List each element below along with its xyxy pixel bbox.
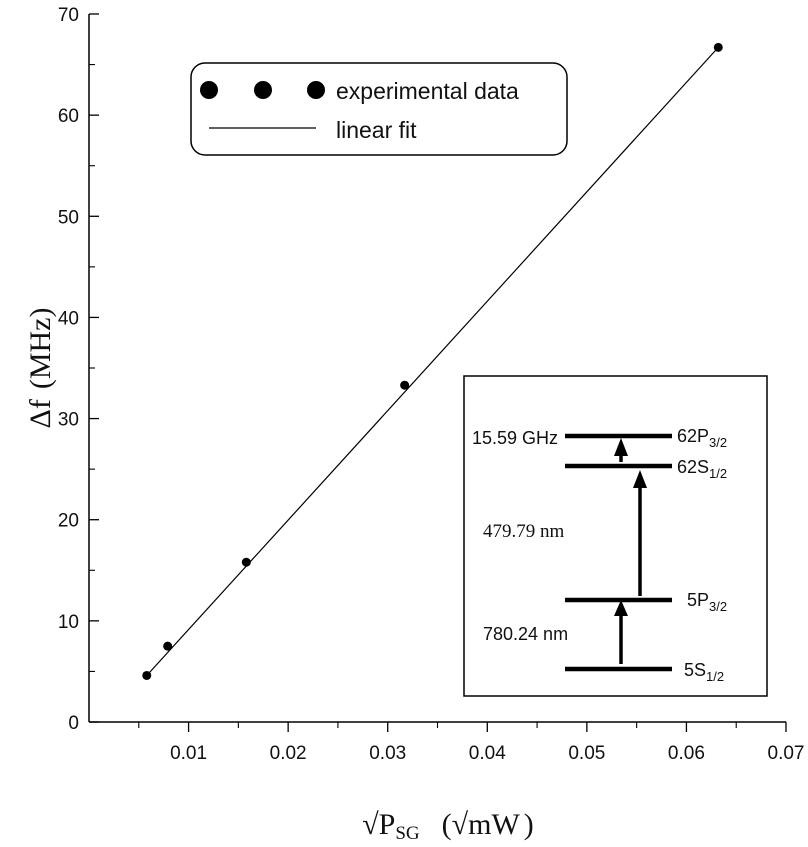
energy-level-inset: 62P3/2 62S1/2 5P3/2 5S1/2 15.59 GHz 479.… xyxy=(464,376,767,696)
data-point xyxy=(242,558,251,567)
data-point xyxy=(142,671,151,680)
y-axis-title: Δf(MHz) xyxy=(24,308,57,429)
x-tick-label: 0.03 xyxy=(369,743,406,764)
y-tick-label: 70 xyxy=(58,5,79,26)
data-point xyxy=(400,381,409,390)
y-tick-label: 0 xyxy=(68,713,79,734)
x-tick-label: 0.04 xyxy=(469,743,506,764)
data-point xyxy=(163,642,172,651)
x-tick-label: 0.01 xyxy=(170,743,207,764)
label-479-79-nm: 479.79 nm xyxy=(483,521,565,542)
x-tick-label: 0.06 xyxy=(668,743,705,764)
y-tick-label: 50 xyxy=(58,207,79,228)
y-tick-label: 10 xyxy=(58,612,79,633)
legend-label-experimental: experimental data xyxy=(336,78,519,104)
label-15-59-ghz: 15.59 GHz xyxy=(472,428,558,448)
x-axis-title: √PSG (√mW) xyxy=(362,808,534,844)
chart: 0 10 20 30 40 50 60 70 0.01 0.02 0.03 0.04 0.05 0.06 0… xyxy=(0,0,808,847)
legend-label-fit: linear fit xyxy=(336,117,417,143)
legend: experimental data linear fit xyxy=(191,63,567,155)
x-tick-label: 0.05 xyxy=(568,743,605,764)
data-point xyxy=(714,43,723,52)
y-tick-label: 30 xyxy=(58,410,79,431)
x-tick-label: 0.02 xyxy=(270,743,307,764)
legend-marker xyxy=(254,81,272,99)
legend-marker xyxy=(200,81,218,99)
label-780-24-nm: 780.24 nm xyxy=(483,624,568,644)
y-tick-label: 20 xyxy=(58,511,79,532)
y-tick-label: 60 xyxy=(58,106,79,127)
legend-marker xyxy=(307,81,325,99)
y-tick-label: 40 xyxy=(58,308,79,329)
x-tick-label: 0.07 xyxy=(768,743,805,764)
